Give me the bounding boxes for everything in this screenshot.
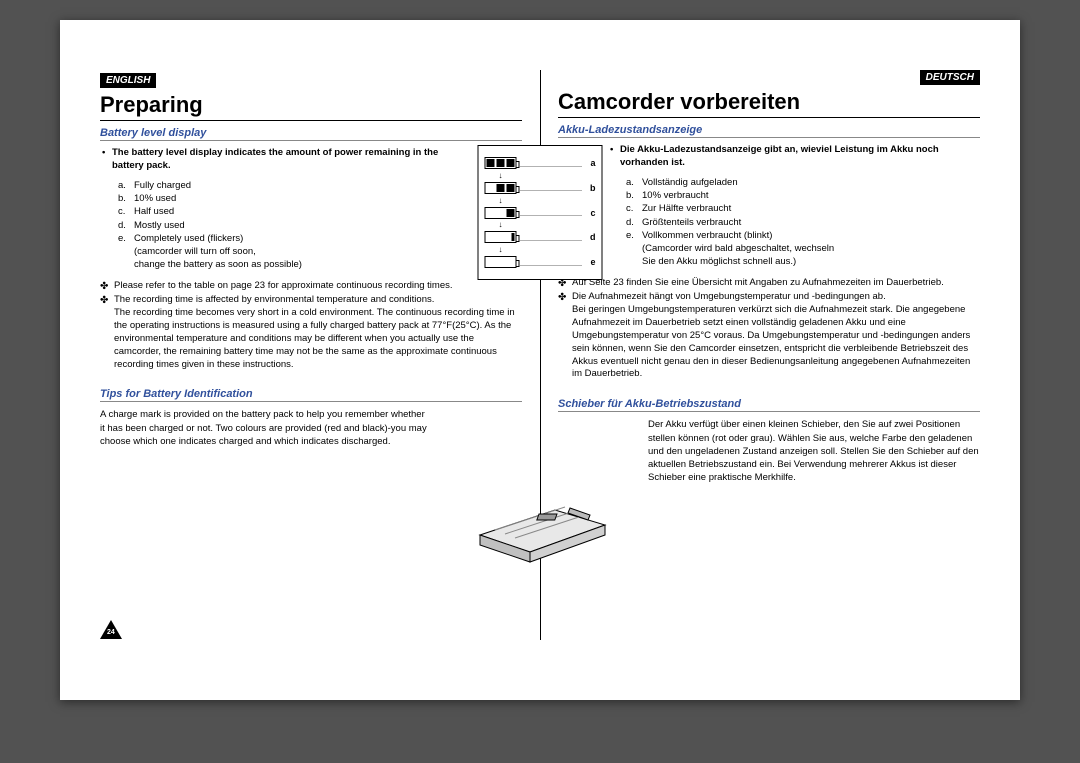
lang-badge-de: DEUTSCH (920, 70, 980, 85)
diagram-label-e: e (586, 257, 596, 267)
level-list-de: a.Vollständig aufgeladen b.10% verbrauch… (608, 176, 980, 269)
manual-page: a ↓ b ↓ c ↓ d ↓ e (60, 20, 1020, 700)
battery-level-diagram: a ↓ b ↓ c ↓ d ↓ e (478, 145, 603, 280)
section1-title-en: Battery level display (100, 127, 522, 141)
section2-body-de: Der Akku verfügt über einen kleinen Schi… (558, 418, 980, 484)
page-title-de: Camcorder vorbereiten (558, 89, 980, 118)
battery-pack-illustration (460, 470, 620, 565)
english-column: ENGLISH Preparing Battery level display … (100, 70, 540, 670)
section1-intro-de: Die Akku-Ladezustandsanzeige gibt an, wi… (608, 144, 980, 170)
deutsch-column: DEUTSCH Camcorder vorbereiten Akku-Ladez… (540, 70, 980, 670)
diagram-label-b: b (586, 183, 596, 193)
section2-title-de: Schieber für Akku-Betriebszustand (558, 398, 980, 412)
diagram-label-d: d (586, 232, 596, 242)
diagram-label-c: c (586, 208, 596, 218)
section2-title-en: Tips for Battery Identification (100, 388, 522, 402)
lang-badge-en: ENGLISH (100, 73, 156, 88)
section2-body-en: A charge mark is provided on the battery… (100, 408, 522, 448)
page-title-en: Preparing (100, 92, 522, 121)
section1-intro-en: The battery level display indicates the … (100, 147, 472, 173)
notes-en: Please refer to the table on page 23 for… (100, 280, 522, 372)
level-list-en: a.Fully charged b.10% used c.Half used d… (100, 179, 472, 272)
notes-de: Auf Seite 23 finden Sie eine Übersicht m… (558, 277, 980, 382)
section1-title-de: Akku-Ladezustandsanzeige (558, 124, 980, 138)
diagram-label-a: a (586, 158, 596, 168)
